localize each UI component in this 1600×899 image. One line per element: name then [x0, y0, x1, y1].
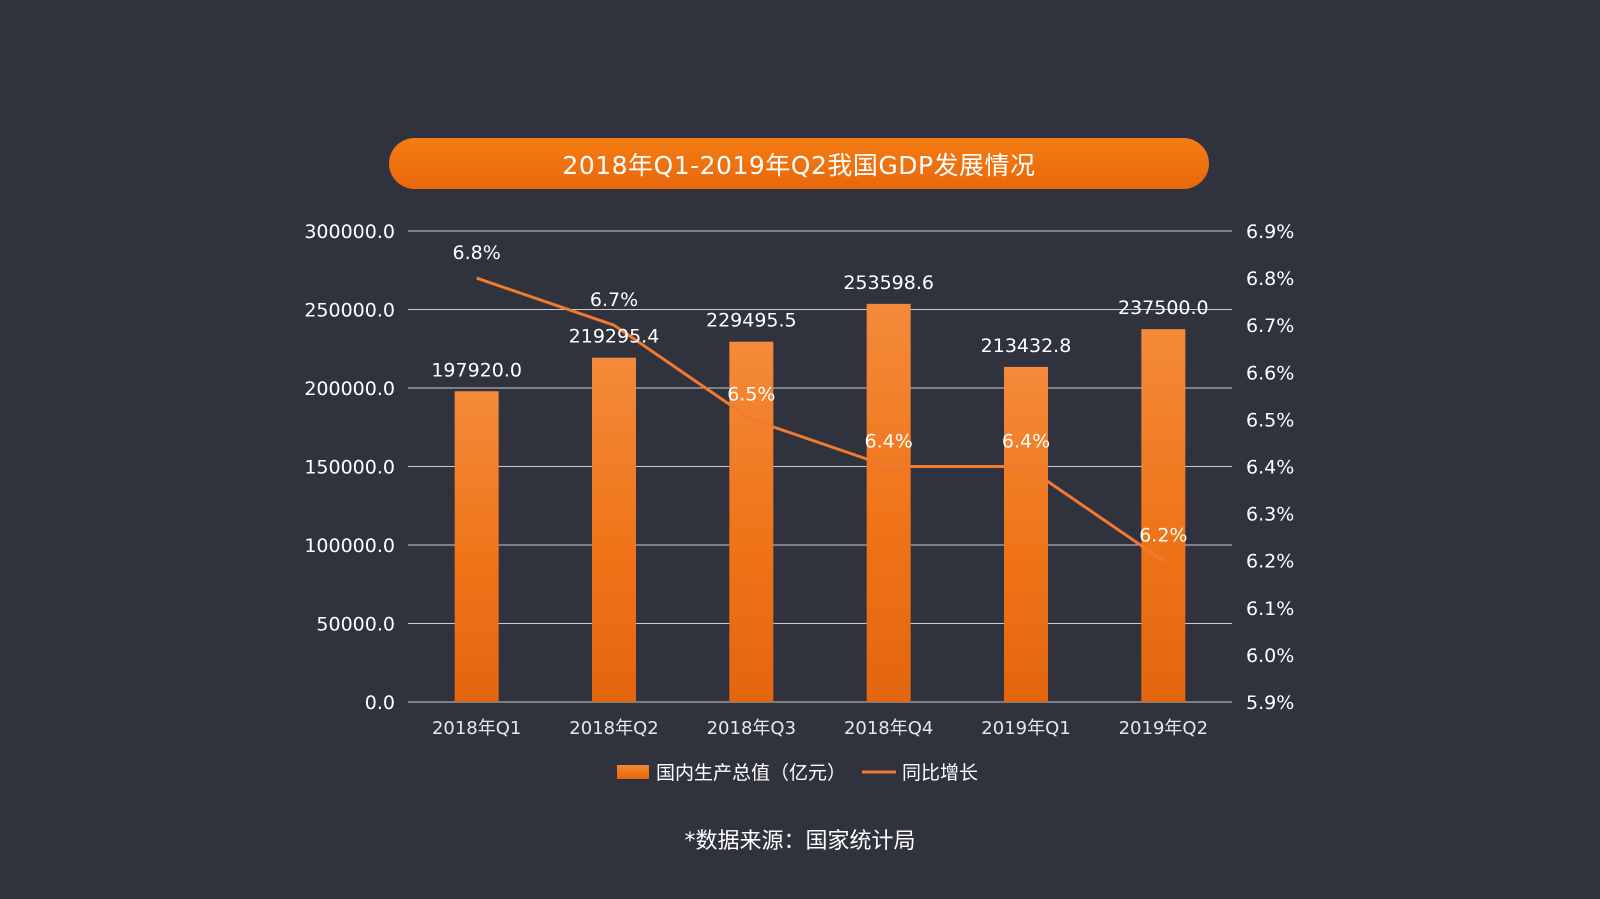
bar-value-label: 213432.8 [981, 335, 1072, 357]
bar-value-label: 229495.5 [706, 310, 797, 332]
growth-value-label: 6.2% [1139, 525, 1187, 547]
y-right-tick-label: 5.9% [1246, 692, 1294, 714]
growth-line-series [476, 276, 1165, 562]
y-right-tick-label: 6.8% [1246, 268, 1294, 290]
legend: 国内生产总值（亿元） 同比增长 [617, 762, 978, 784]
y-right-tick-label: 6.1% [1246, 598, 1294, 620]
x-category-label: 2018年Q4 [844, 718, 933, 739]
bar-3 [729, 341, 774, 702]
axis-labels: 0.0 50000.0 100000.0 150000.0 200000.0 250000… [304, 221, 1294, 739]
y-right-tick-label: 6.9% [1246, 221, 1294, 243]
y-right-tick-label: 6.2% [1246, 551, 1294, 573]
growth-value-label: 6.4% [865, 431, 913, 453]
bar-value-label: 237500.0 [1118, 297, 1209, 319]
bar-5 [1004, 366, 1048, 702]
growth-line [476, 276, 1165, 562]
growth-value-label: 6.5% [727, 383, 775, 405]
y-left-tick-label: 300000.0 [304, 221, 395, 243]
bar-value-label: 253598.6 [843, 272, 934, 294]
y-left-tick-label: 150000.0 [304, 457, 395, 479]
bar-series [454, 303, 1186, 702]
legend-bar-label: 国内生产总值（亿元） [656, 762, 846, 784]
bar-4 [866, 303, 911, 702]
y-right-tick-label: 6.6% [1246, 362, 1294, 384]
legend-bar-swatch [617, 765, 649, 779]
x-category-label: 2018年Q1 [432, 718, 521, 739]
data-source-note: *数据来源：国家统计局 [684, 829, 916, 854]
bar-2 [592, 357, 636, 702]
bar-value-label: 197920.0 [431, 359, 522, 381]
bar-6 [1141, 329, 1186, 702]
y-left-tick-label: 250000.0 [304, 300, 395, 322]
bar-value-label: 219295.4 [569, 326, 660, 348]
y-left-tick-label: 50000.0 [316, 614, 395, 636]
y-left-tick-label: 200000.0 [304, 378, 395, 400]
data-labels: 197920.0 219295.4 229495.5 253598.6 213432.8… [431, 242, 1208, 547]
y-right-tick-label: 6.7% [1246, 315, 1294, 337]
x-category-label: 2019年Q1 [981, 718, 1070, 739]
y-right-tick-label: 6.5% [1246, 409, 1294, 431]
y-right-tick-label: 6.0% [1246, 645, 1294, 667]
x-category-label: 2019年Q2 [1119, 718, 1208, 739]
legend-line-label: 同比增长 [902, 762, 978, 784]
x-category-label: 2018年Q2 [569, 718, 658, 739]
chart-title: 2018年Q1-2019年Q2我国GDP发展情况 [562, 150, 1036, 180]
y-left-tick-label: 0.0 [365, 692, 395, 714]
growth-value-label: 6.8% [453, 242, 501, 264]
growth-value-label: 6.7% [590, 289, 638, 311]
bar-1 [454, 391, 499, 702]
y-right-tick-label: 6.4% [1246, 457, 1294, 479]
growth-value-label: 6.4% [1002, 431, 1050, 453]
grid-lines [408, 230, 1232, 703]
chart-title-banner: 2018年Q1-2019年Q2我国GDP发展情况 [389, 138, 1209, 189]
y-right-tick-label: 6.3% [1246, 504, 1294, 526]
y-left-tick-label: 100000.0 [304, 535, 395, 557]
x-category-label: 2018年Q3 [707, 718, 796, 739]
